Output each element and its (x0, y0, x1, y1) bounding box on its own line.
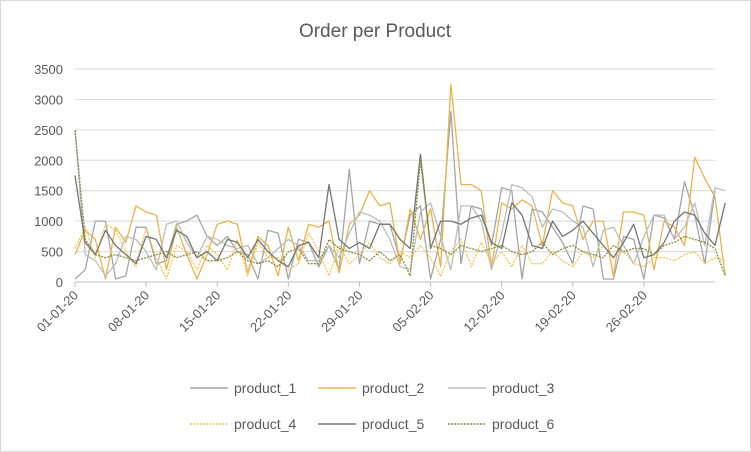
y-tick-label: 500 (41, 245, 63, 260)
x-tick-label: 26-02-20 (603, 288, 650, 335)
x-tick-label: 15-01-20 (176, 288, 223, 335)
series-lines (74, 83, 726, 280)
legend: product_1 product_2 product_3 product_4 prod… (190, 380, 554, 432)
series-line-product_4 (74, 223, 726, 280)
x-tick-label: 29-01-20 (318, 288, 365, 335)
y-tick-label: 2000 (34, 153, 63, 168)
x-tick-label: 12-02-20 (460, 288, 507, 335)
series-line-product_5 (74, 153, 726, 268)
legend-label-product_6: product_6 (492, 416, 554, 432)
legend-label-product_5: product_5 (362, 416, 424, 432)
series-line-product_6 (74, 129, 726, 277)
y-tick-label: 3000 (34, 92, 63, 107)
series-line-product_2 (74, 83, 726, 280)
legend-label-product_4: product_4 (234, 416, 296, 432)
x-tick-label: 05-02-20 (389, 288, 436, 335)
x-tick-label: 19-02-20 (531, 288, 578, 335)
x-tick-label: 22-01-20 (247, 288, 294, 335)
legend-label-product_3: product_3 (492, 380, 554, 396)
series-line-product_1 (74, 110, 716, 280)
x-axis-ticks: 01-01-20 08-01-20 15-01-20 22-01-20 29-01-20… (34, 282, 650, 335)
y-tick-label: 0 (56, 275, 63, 290)
y-tick-label: 1500 (34, 184, 63, 199)
legend-label-product_2: product_2 (362, 380, 424, 396)
x-tick-label: 08-01-20 (105, 288, 152, 335)
y-axis-ticks: 0 500 1000 1500 2000 2500 3000 3500 (34, 62, 63, 290)
y-tick-label: 3500 (34, 62, 63, 77)
legend-label-product_1: product_1 (234, 380, 296, 396)
series-line-product_3 (74, 129, 726, 277)
y-tick-label: 2500 (34, 123, 63, 138)
x-tick-label: 01-01-20 (34, 288, 81, 335)
y-tick-label: 1000 (34, 214, 63, 229)
chart-title: Order per Product (299, 21, 452, 42)
